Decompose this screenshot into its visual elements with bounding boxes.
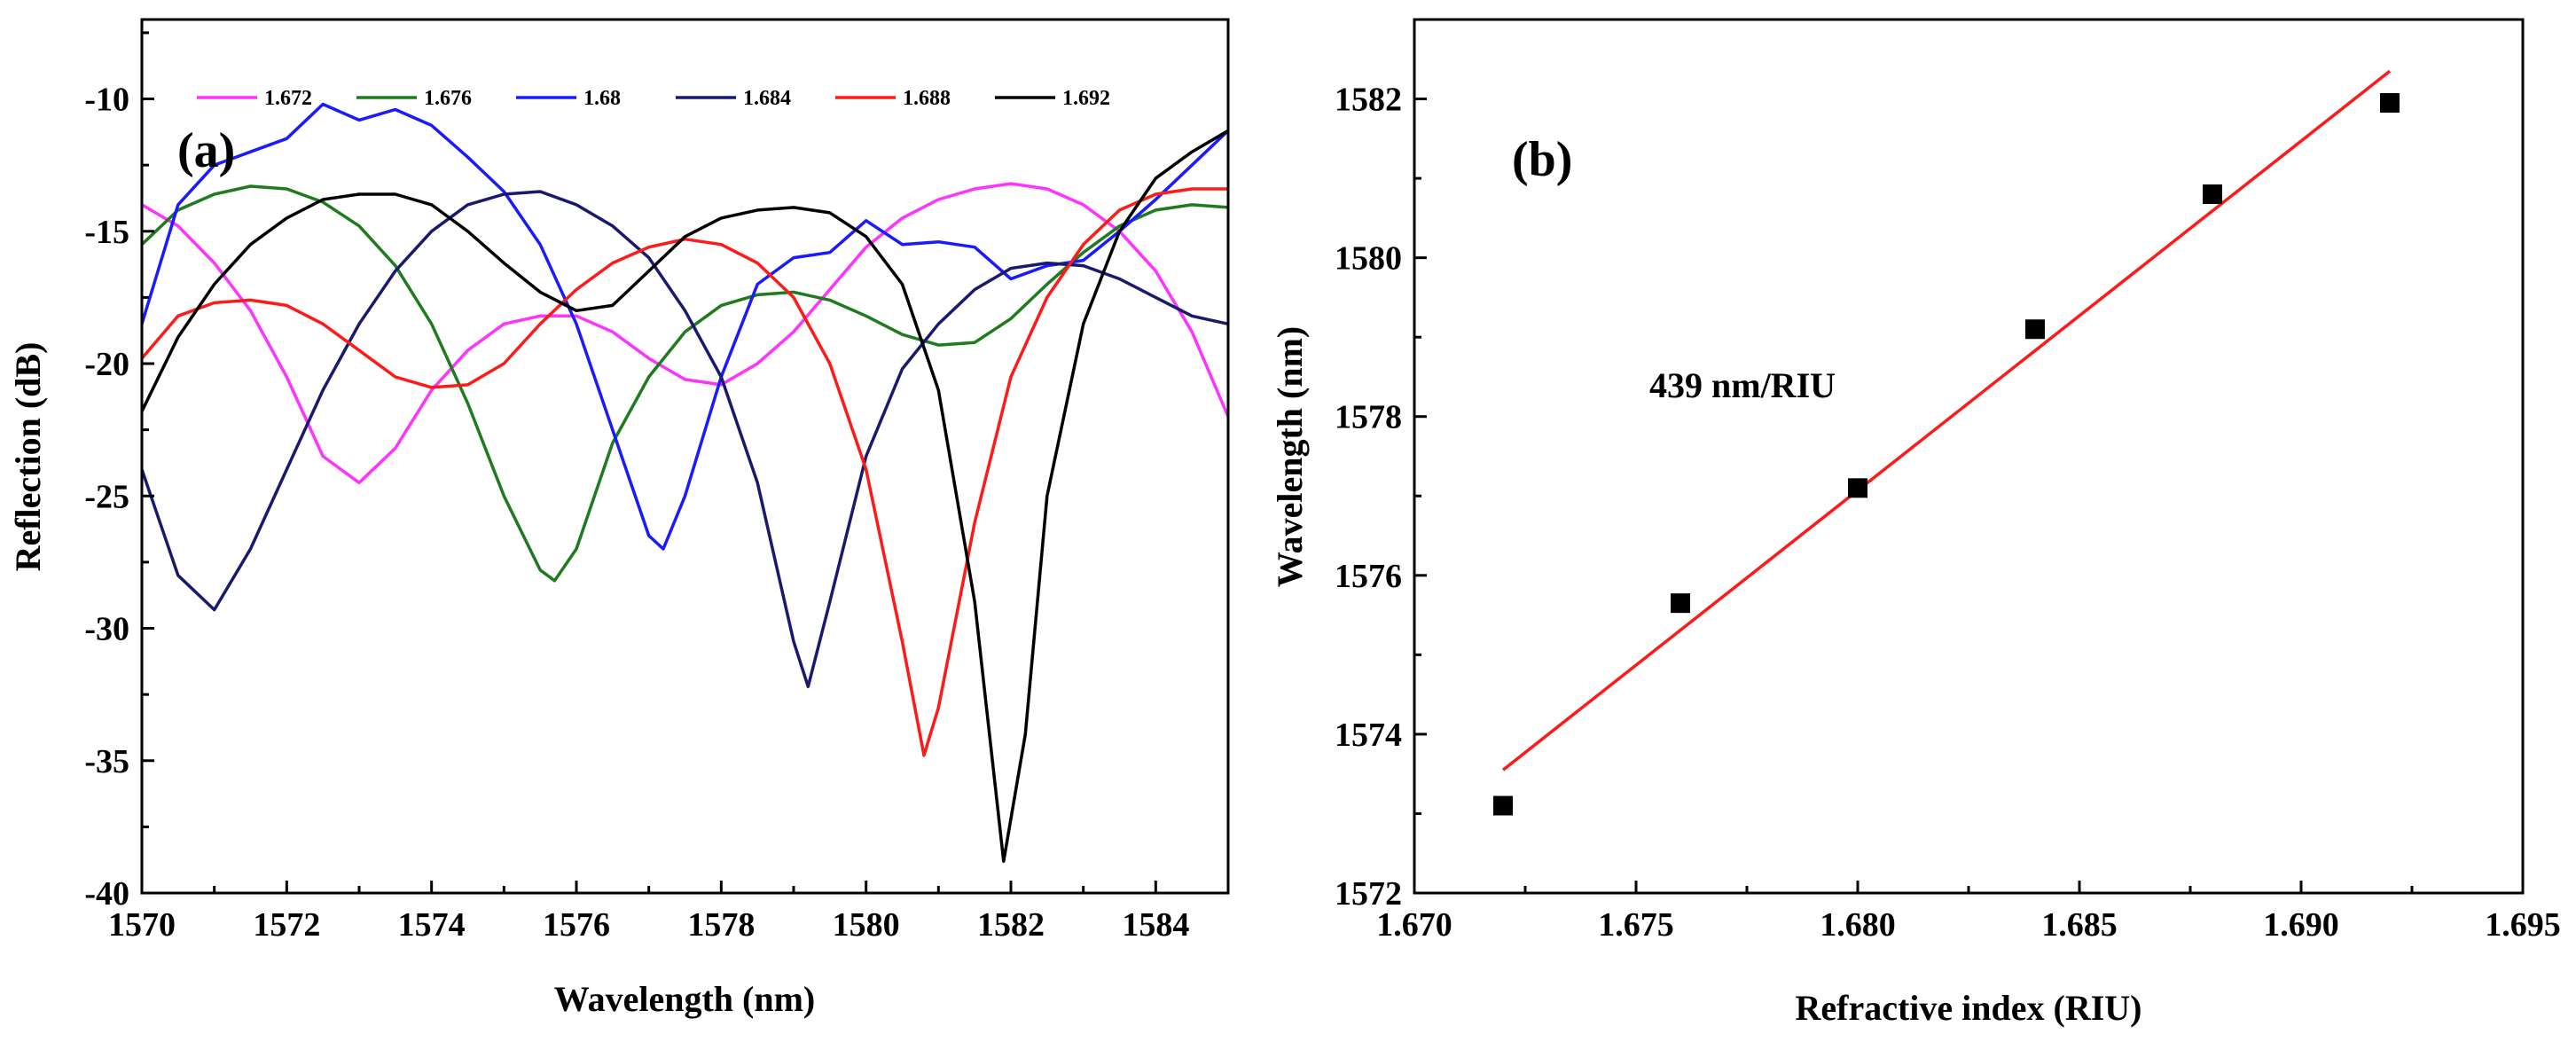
x-tick-label-b: 1.690 xyxy=(2263,906,2339,944)
x-tick-label-b: 1.685 xyxy=(2041,906,2118,944)
series-line-1-692 xyxy=(140,129,1229,863)
legend-label-1-684: 1.684 xyxy=(743,87,791,110)
x-ticks-b: 1.670 1.675 1.680 1.685 1.690 1.695 xyxy=(1376,881,2561,944)
x-tick-label-a: 1582 xyxy=(977,906,1045,944)
legend-label-1-676: 1.676 xyxy=(424,87,472,110)
x-tick-label-a: 1570 xyxy=(108,906,176,944)
plot-area-b xyxy=(1413,18,2525,895)
legend-a: 1.672 1.676 1.68 1.684 1.688 1.692 xyxy=(197,87,1110,110)
y-tick-label-a: -20 xyxy=(84,346,129,383)
panel-label-a: (a) xyxy=(177,123,235,178)
x-tick-label-b: 1.695 xyxy=(2485,906,2561,944)
x-tick-label-b: 1.680 xyxy=(1820,906,1896,944)
x-ticks-a: 1570 1572 1574 1576 1578 1580 1582 1584 xyxy=(108,881,1189,944)
x-tick-label-a: 1584 xyxy=(1122,906,1189,944)
chart-panel-b: 1.670 1.675 1.680 1.685 1.690 1.695 157215741… xyxy=(1270,18,2561,1028)
scatter-point xyxy=(2380,93,2400,114)
sensitivity-annotation: 439 nm/RIU xyxy=(1649,365,1836,405)
y-tick-label-a: -40 xyxy=(84,875,129,913)
y-tick-label-a: -35 xyxy=(84,743,129,780)
y-tick-label-b: 1572 xyxy=(1335,875,1402,913)
series-line-1-672 xyxy=(141,182,1230,485)
series-line-1-688 xyxy=(140,187,1228,757)
x-tick-label-a: 1574 xyxy=(398,906,466,944)
y-tick-label-b: 1582 xyxy=(1335,82,1402,119)
legend-label-1-692: 1.692 xyxy=(1062,87,1110,110)
scatter-point xyxy=(2203,184,2222,204)
scatter-point xyxy=(2025,319,2045,340)
y-tick-label-a: -25 xyxy=(84,478,129,515)
series-line-1-684 xyxy=(140,190,1229,688)
legend-label-1-68: 1.68 xyxy=(583,87,621,110)
y-tick-label-a: -30 xyxy=(84,611,129,648)
y-tick-label-a: -10 xyxy=(84,82,129,119)
y-tick-label-b: 1576 xyxy=(1335,558,1402,595)
x-axis-title-b: Refractive index (RIU) xyxy=(1796,988,2142,1028)
series-line-1-68 xyxy=(140,102,1230,551)
panel-label-b: (b) xyxy=(1512,132,1572,187)
x-tick-label-a: 1580 xyxy=(833,906,900,944)
plot-frame-b xyxy=(1413,18,2525,895)
scatter-point xyxy=(1493,795,1513,816)
fit-line-group xyxy=(1501,69,2392,772)
scatter-point xyxy=(1671,593,1690,614)
x-tick-label-b: 1.670 xyxy=(1376,906,1452,944)
scatter-point xyxy=(1848,478,1867,498)
plot-frame-a xyxy=(140,18,1230,895)
series-group-a xyxy=(140,102,1230,863)
x-tick-label-a: 1578 xyxy=(687,906,755,944)
y-axis-title-b: Wavelength (nm) xyxy=(1270,326,1310,587)
chart-panel-a: 1570 1572 1574 1576 1578 1580 1582 1584 -40-35-… xyxy=(8,18,1230,1019)
x-axis-title-a: Wavelength (nm) xyxy=(554,979,815,1019)
x-tick-label-a: 1572 xyxy=(253,906,320,944)
x-tick-label-b: 1.675 xyxy=(1598,906,1674,944)
legend-label-1-688: 1.688 xyxy=(903,87,951,110)
y-tick-label-b: 1580 xyxy=(1335,240,1402,278)
series-line-1-676 xyxy=(140,184,1229,583)
legend-label-1-672: 1.672 xyxy=(264,87,312,110)
y-axis-title-a: Reflection (dB) xyxy=(8,342,48,572)
linear-fit-line xyxy=(1501,69,2392,772)
y-ticks-b: 1572 1574 1576 1578 1580 1582 xyxy=(1335,82,1427,913)
y-ticks-a: -40 -35 -30 -25 -20 -15 -10 xyxy=(84,31,154,913)
x-tick-label-a: 1576 xyxy=(543,906,610,944)
scatter-points-group xyxy=(1493,93,2400,816)
plot-area-a xyxy=(140,18,1230,895)
y-tick-label-b: 1578 xyxy=(1335,399,1402,436)
y-tick-label-a: -15 xyxy=(84,214,129,251)
y-tick-label-b: 1574 xyxy=(1335,717,1402,754)
